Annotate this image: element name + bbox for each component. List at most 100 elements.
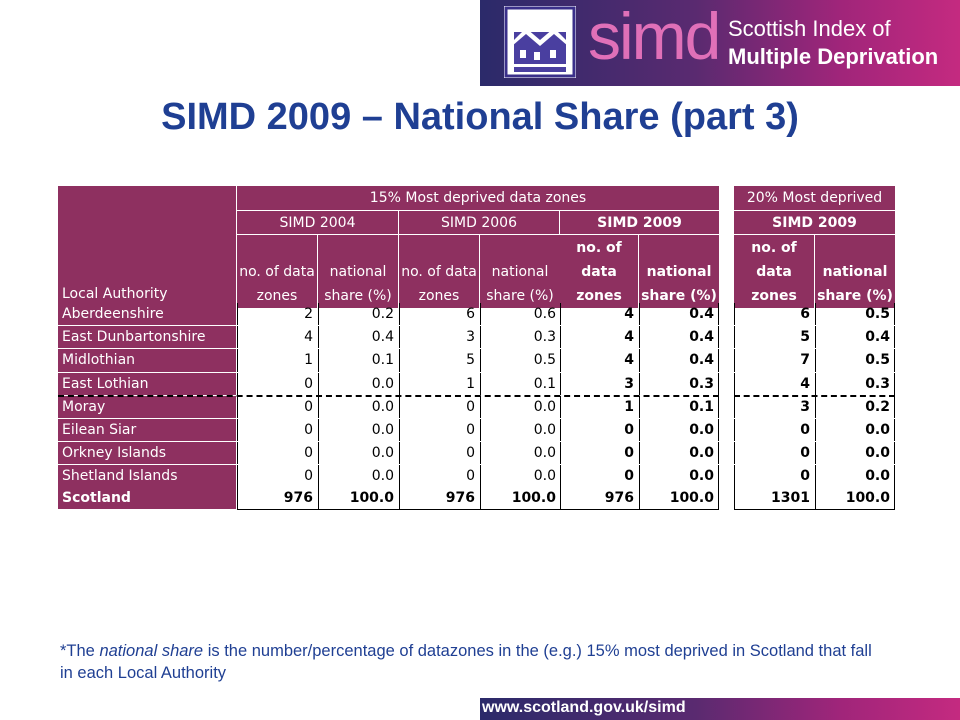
table-cell: 100.0 <box>639 487 719 510</box>
table-cell: 100.0 <box>815 487 895 510</box>
divider-dashed <box>58 394 719 397</box>
header-simd-2006: SIMD 2006 <box>399 211 559 234</box>
header-share-bold: national share (%) <box>639 235 719 308</box>
table-cell: 0.0 <box>480 465 560 488</box>
footnote-post: is the number/percentage of datazones in… <box>60 642 872 682</box>
header-share: national share (%) <box>318 235 398 308</box>
table-cell: 0.0 <box>480 442 560 465</box>
table-cell: 0.4 <box>639 303 719 326</box>
table-cell: 0.1 <box>318 349 398 372</box>
table-cell: 0.0 <box>815 442 895 465</box>
page-title: SIMD 2009 – National Share (part 3) <box>161 96 799 138</box>
table-cell: 0 <box>734 419 814 442</box>
table-cell: 6 <box>399 303 479 326</box>
table-cell: 0.0 <box>639 465 719 488</box>
table-cell: 0.3 <box>480 326 560 349</box>
table-cell: 1 <box>399 372 479 395</box>
header-share: national share (%) <box>480 235 560 308</box>
row-label: East Dunbartonshire <box>58 326 236 349</box>
table-cell: 0.0 <box>815 419 895 442</box>
footer-bar: www.scotland.gov.uk/simd <box>480 698 960 720</box>
table-cell: 4 <box>734 372 814 395</box>
divider-bottom <box>237 509 719 511</box>
table-cell: 0 <box>560 419 638 442</box>
table-cell: 4 <box>560 303 638 326</box>
table-cell: 0.5 <box>815 349 895 372</box>
table-cell: 5 <box>734 326 814 349</box>
table-cell: 0 <box>399 419 479 442</box>
table-cell: 976 <box>560 487 638 510</box>
table-cell: 1301 <box>734 487 814 510</box>
banner-line-2: Multiple Deprivation <box>728 44 939 69</box>
footnote-emphasis: national share <box>99 642 204 660</box>
table-cell: 0 <box>237 372 317 395</box>
divider-dashed <box>734 394 895 397</box>
table-cell: 1 <box>237 349 317 372</box>
header-simd-2009-20pct: SIMD 2009 <box>734 211 895 234</box>
table-cell: 0 <box>560 465 638 488</box>
table-cell: 0.5 <box>480 349 560 372</box>
table-cell: 0.0 <box>480 395 560 418</box>
table-cell: 0 <box>734 465 814 488</box>
table-cell: 0.3 <box>815 372 895 395</box>
table-cell: 0.4 <box>318 326 398 349</box>
table-cell: 0.0 <box>318 395 398 418</box>
banner: simd Scottish Index of Multiple Deprivat… <box>480 0 960 86</box>
footer-url[interactable]: www.scotland.gov.uk/simd <box>482 699 686 716</box>
row-label: Moray <box>58 395 236 418</box>
header-simd-2009: SIMD 2009 <box>560 211 719 234</box>
table-cell: 0 <box>237 395 317 418</box>
table-cell: 0.1 <box>480 372 560 395</box>
table-cell: 0.4 <box>815 326 895 349</box>
table-cell: 0 <box>399 442 479 465</box>
row-label: Orkney Islands <box>58 442 236 465</box>
row-label: Aberdeenshire <box>58 303 236 326</box>
table-cell: 0 <box>399 395 479 418</box>
simd-logo-icon <box>504 6 576 78</box>
footnote-pre: *The <box>60 642 100 660</box>
header-share-bold: national share (%) <box>815 235 895 308</box>
table-cell: 4 <box>560 349 638 372</box>
row-label: Eilean Siar <box>58 419 236 442</box>
header-count-bold: no. of data zones <box>734 235 814 308</box>
table-cell: 4 <box>237 326 317 349</box>
row-label: Scotland <box>58 487 236 510</box>
header-local-authority: Local Authority <box>58 186 236 308</box>
table-cell: 6 <box>734 303 814 326</box>
table-cell: 7 <box>734 349 814 372</box>
table-cell: 0.0 <box>318 465 398 488</box>
simd-logo-word: simd <box>588 0 721 73</box>
table-cell: 0.0 <box>318 442 398 465</box>
table-cell: 0.0 <box>639 419 719 442</box>
table-cell: 0.2 <box>318 303 398 326</box>
table-cell: 976 <box>237 487 317 510</box>
table-cell: 1 <box>560 395 638 418</box>
table-cell: 0 <box>734 442 814 465</box>
table-cell: 2 <box>237 303 317 326</box>
table-cell: 3 <box>734 395 814 418</box>
row-label: Shetland Islands <box>58 465 236 488</box>
table-cell: 0.4 <box>639 349 719 372</box>
table-cell: 0 <box>237 442 317 465</box>
table-cell: 0.0 <box>318 372 398 395</box>
header-simd-2004: SIMD 2004 <box>237 211 398 234</box>
table-cell: 0.4 <box>639 326 719 349</box>
table-cell: 0.6 <box>480 303 560 326</box>
table-cell: 0.3 <box>639 372 719 395</box>
table-cell: 0 <box>560 442 638 465</box>
table-cell: 0.5 <box>815 303 895 326</box>
footnote: *The national share is the number/percen… <box>60 640 880 684</box>
table-cell: 5 <box>399 349 479 372</box>
table-cell: 0 <box>399 465 479 488</box>
table-cell: 4 <box>560 326 638 349</box>
divider-bottom <box>734 509 895 511</box>
table-cell: 0.0 <box>815 465 895 488</box>
header-count-bold: no. of data zones <box>560 235 638 308</box>
row-label: East Lothian <box>58 372 236 395</box>
header-group-20pct: 20% Most deprived <box>734 186 895 210</box>
table-cell: 0.0 <box>480 419 560 442</box>
table-cell: 0.1 <box>639 395 719 418</box>
header-count: no. of data zones <box>399 235 479 308</box>
header-count: no. of data zones <box>237 235 317 308</box>
table-cell: 0.0 <box>639 442 719 465</box>
